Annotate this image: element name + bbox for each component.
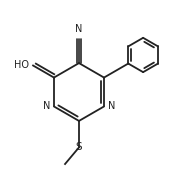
Text: S: S (76, 142, 82, 152)
Text: N: N (108, 101, 115, 111)
Text: N: N (75, 24, 83, 34)
Text: N: N (43, 101, 50, 111)
Text: HO: HO (14, 60, 29, 70)
